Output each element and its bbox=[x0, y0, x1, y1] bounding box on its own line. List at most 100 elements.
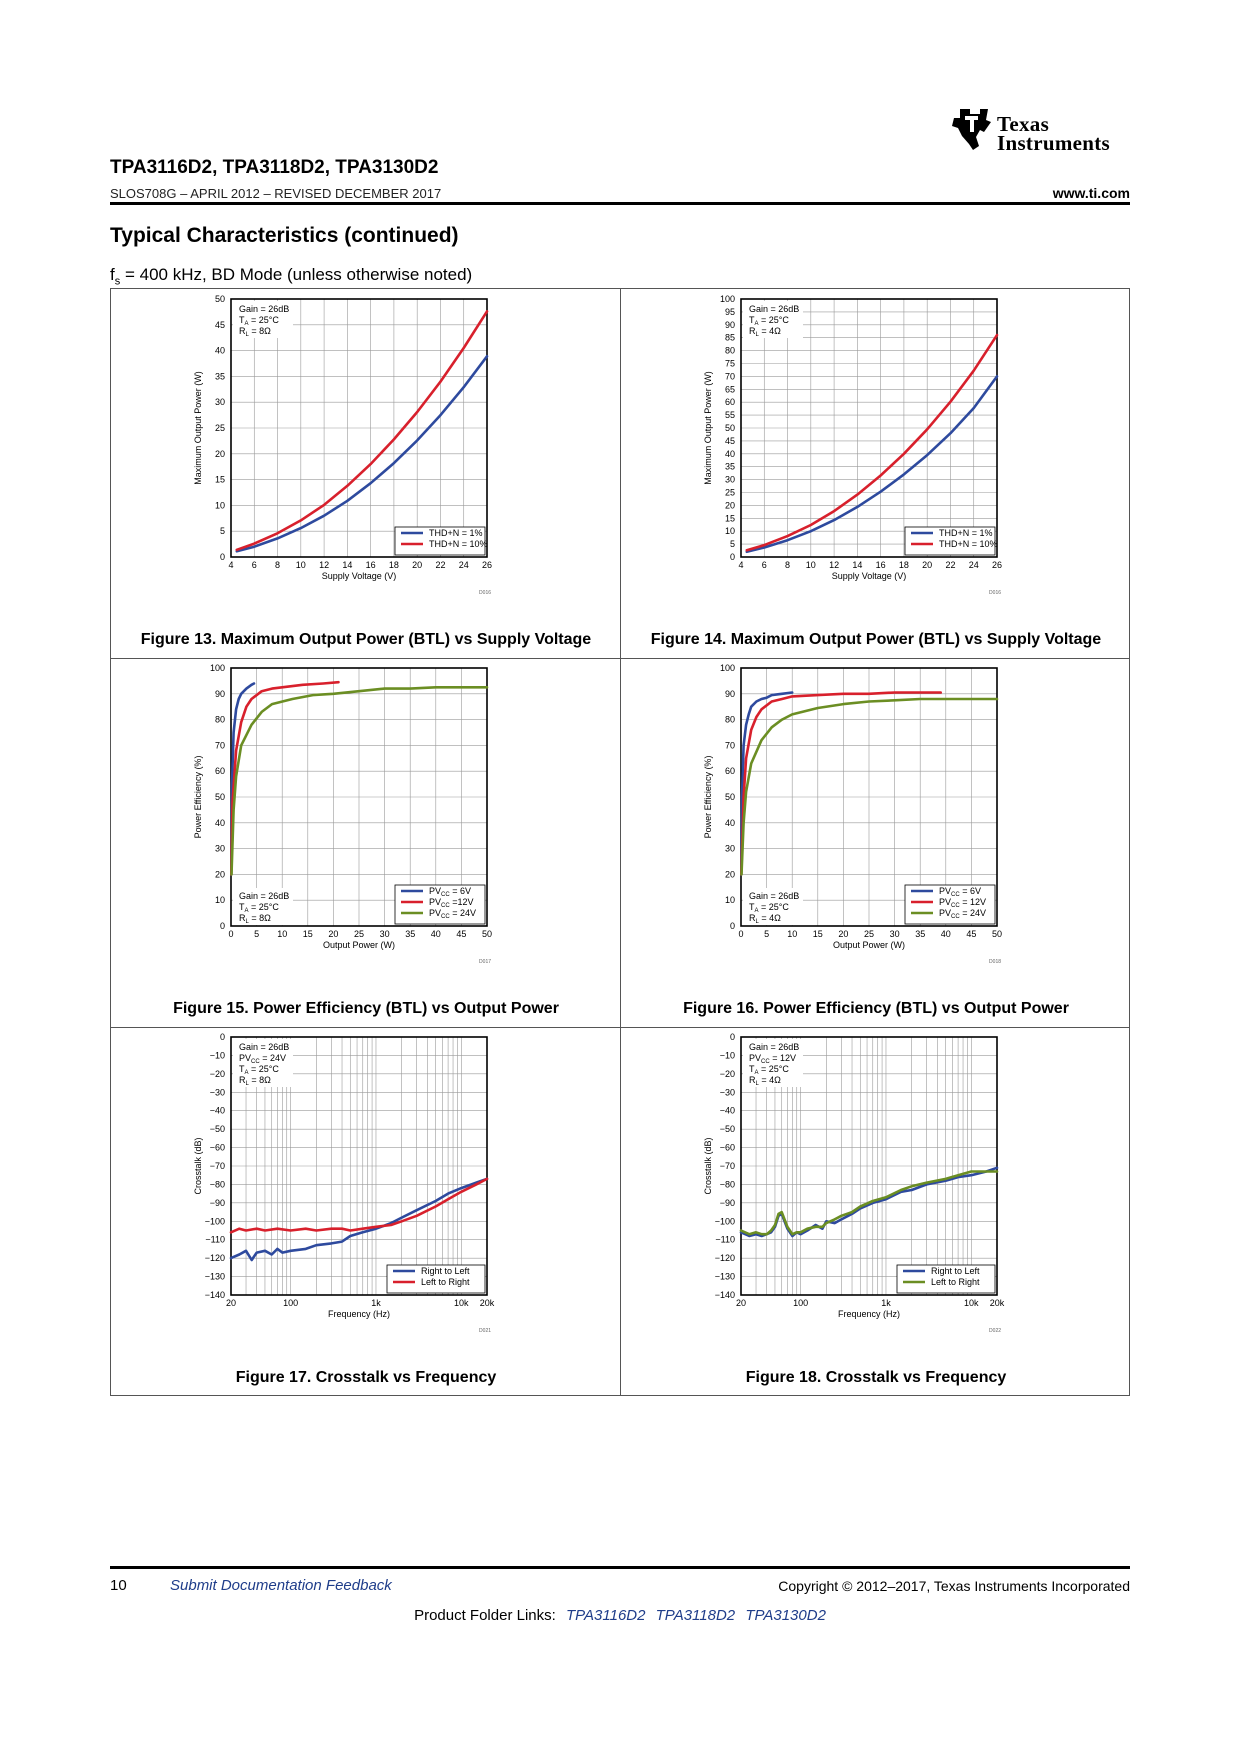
figure-caption: Figure 16. Power Efficiency (BTL) vs Out… bbox=[683, 1000, 1069, 1017]
folder-link-tpa3130d2[interactable]: TPA3130D2 bbox=[745, 1607, 826, 1624]
x-tick-label: 22 bbox=[945, 560, 955, 570]
y-tick-label: −30 bbox=[210, 1087, 225, 1097]
y-tick-label: 0 bbox=[730, 1032, 735, 1042]
condition-text: Gain = 26dB bbox=[749, 304, 799, 314]
y-tick-label: 50 bbox=[725, 792, 735, 802]
figure-14: 0 5 10 15 20 25 30 35 40 45 50 55 60 65 70 75 80 85 90 95 10… bbox=[621, 289, 1131, 658]
legend-label: Left to Right bbox=[931, 1277, 980, 1287]
condition-text: RL = 4Ω bbox=[749, 326, 781, 338]
y-tick-label: 90 bbox=[215, 689, 225, 699]
x-tick-label: 8 bbox=[785, 560, 790, 570]
y-tick-label: 85 bbox=[725, 333, 735, 343]
legend-label: PVCC = 12V bbox=[939, 897, 986, 909]
figure-15: 0 10 20 30 40 50 60 70 80 90 100 0 5 10 15 20 25 30 35 40 45… bbox=[111, 658, 621, 1027]
legend-label: THD+N = 1% bbox=[429, 528, 483, 538]
chart-fig15: 0 10 20 30 40 50 60 70 80 90 100 0 5 10 15 20 25 30 35 40 45… bbox=[193, 663, 492, 965]
x-tick-label: 30 bbox=[890, 929, 900, 939]
x-tick-label: 18 bbox=[389, 560, 399, 570]
site-link[interactable]: www.ti.com bbox=[1052, 185, 1130, 201]
plot-frame bbox=[740, 298, 998, 558]
x-tick-label: 20k bbox=[480, 1298, 495, 1308]
x-tick-label: 10 bbox=[296, 560, 306, 570]
y-tick-label: 10 bbox=[725, 526, 735, 536]
y-tick-label: −10 bbox=[720, 1050, 735, 1060]
x-tick-label: 25 bbox=[354, 929, 364, 939]
document-title: TPA3116D2, TPA3118D2, TPA3130D2 bbox=[110, 157, 439, 178]
x-tick-label: 8 bbox=[275, 560, 280, 570]
y-tick-label: −110 bbox=[715, 1235, 735, 1245]
feedback-link[interactable]: Submit Documentation Feedback bbox=[170, 1577, 392, 1594]
folder-links-label: Product Folder Links: bbox=[414, 1607, 556, 1624]
chart-fig17: 0 −10 −20 −30 −40 −50 −60 −70 −80 −90 −100 −110 −120… bbox=[193, 1032, 495, 1334]
x-tick-label: 14 bbox=[342, 560, 352, 570]
y-tick-label: 50 bbox=[725, 423, 735, 433]
y-axis-title: Power Efficiency (%) bbox=[703, 756, 713, 839]
x-tick-label: 10k bbox=[454, 1298, 469, 1308]
y-tick-label: 25 bbox=[215, 423, 225, 433]
y-tick-label: 100 bbox=[210, 663, 225, 673]
x-tick-label: 20k bbox=[990, 1298, 1005, 1308]
y-tick-label: 50 bbox=[215, 294, 225, 304]
condition-text: RL = 8Ω bbox=[239, 326, 271, 338]
y-tick-label: 80 bbox=[725, 715, 735, 725]
legend-label: PVCC = 24V bbox=[429, 908, 476, 920]
y-tick-label: 20 bbox=[725, 869, 735, 879]
y-tick-label: −40 bbox=[720, 1106, 735, 1116]
x-tick-label: 10 bbox=[806, 560, 816, 570]
x-tick-label: 12 bbox=[829, 560, 839, 570]
figure-caption: Figure 17. Crosstalk vs Frequency bbox=[235, 1369, 497, 1386]
ti-logo: Texas Instruments bbox=[950, 106, 1140, 158]
x-tick-label: 26 bbox=[992, 560, 1002, 570]
y-tick-label: 20 bbox=[215, 869, 225, 879]
y-tick-label: 5 bbox=[730, 539, 735, 549]
x-tick-label: 24 bbox=[459, 560, 469, 570]
x-tick-label: 20 bbox=[328, 929, 338, 939]
y-tick-label: 15 bbox=[215, 475, 225, 485]
folder-link-tpa3116d2[interactable]: TPA3116D2 bbox=[565, 1607, 646, 1624]
section-heading: Typical Characteristics (continued) bbox=[110, 224, 459, 247]
x-tick-label: 20 bbox=[412, 560, 422, 570]
x-tick-label: 20 bbox=[226, 1298, 236, 1308]
x-tick-label: 100 bbox=[793, 1298, 808, 1308]
x-tick-label: 20 bbox=[922, 560, 932, 570]
y-tick-label: 100 bbox=[720, 663, 735, 673]
y-tick-label: −10 bbox=[210, 1050, 225, 1060]
y-tick-label: 15 bbox=[725, 513, 735, 523]
y-tick-label: −60 bbox=[210, 1143, 225, 1153]
y-tick-label: −90 bbox=[720, 1198, 735, 1208]
x-tick-label: 16 bbox=[876, 560, 886, 570]
x-axis-title: Frequency (Hz) bbox=[328, 1309, 390, 1319]
y-tick-label: 90 bbox=[725, 320, 735, 330]
x-tick-label: 4 bbox=[738, 560, 743, 570]
x-tick-label: 22 bbox=[435, 560, 445, 570]
x-tick-label: 12 bbox=[319, 560, 329, 570]
series-line-blue bbox=[739, 1166, 999, 1238]
y-tick-label: −60 bbox=[720, 1143, 735, 1153]
x-tick-label: 6 bbox=[252, 560, 257, 570]
y-tick-label: 0 bbox=[220, 552, 225, 562]
series-line-blue bbox=[230, 682, 256, 876]
legend-label: Right to Left bbox=[931, 1266, 980, 1276]
series-line-green bbox=[230, 685, 489, 876]
legend-label: THD+N = 10% bbox=[939, 539, 998, 549]
conditions-text: = 400 kHz, BD Mode (unless otherwise not… bbox=[120, 265, 473, 284]
folder-link-tpa3118d2[interactable]: TPA3118D2 bbox=[655, 1607, 736, 1624]
y-tick-label: 20 bbox=[215, 449, 225, 459]
y-tick-label: 45 bbox=[725, 436, 735, 446]
condition-text: Gain = 26dB bbox=[239, 304, 289, 314]
x-axis-title: Output Power (W) bbox=[323, 940, 395, 950]
y-tick-label: −140 bbox=[205, 1290, 225, 1300]
condition-text: RL = 8Ω bbox=[239, 1075, 271, 1087]
y-tick-label: 5 bbox=[220, 526, 225, 536]
y-tick-label: −120 bbox=[205, 1253, 225, 1263]
x-tick-label: 4 bbox=[228, 560, 233, 570]
series-line-blue bbox=[745, 375, 999, 554]
figure-18: 0 −10 −20 −30 −40 −50 −60 −70 −80 −90 −100 −110 −120… bbox=[621, 1027, 1131, 1396]
x-tick-label: 6 bbox=[762, 560, 767, 570]
y-tick-label: −110 bbox=[205, 1235, 225, 1245]
x-tick-label: 35 bbox=[405, 929, 415, 939]
legend-box bbox=[394, 526, 486, 556]
y-tick-label: 55 bbox=[725, 410, 735, 420]
